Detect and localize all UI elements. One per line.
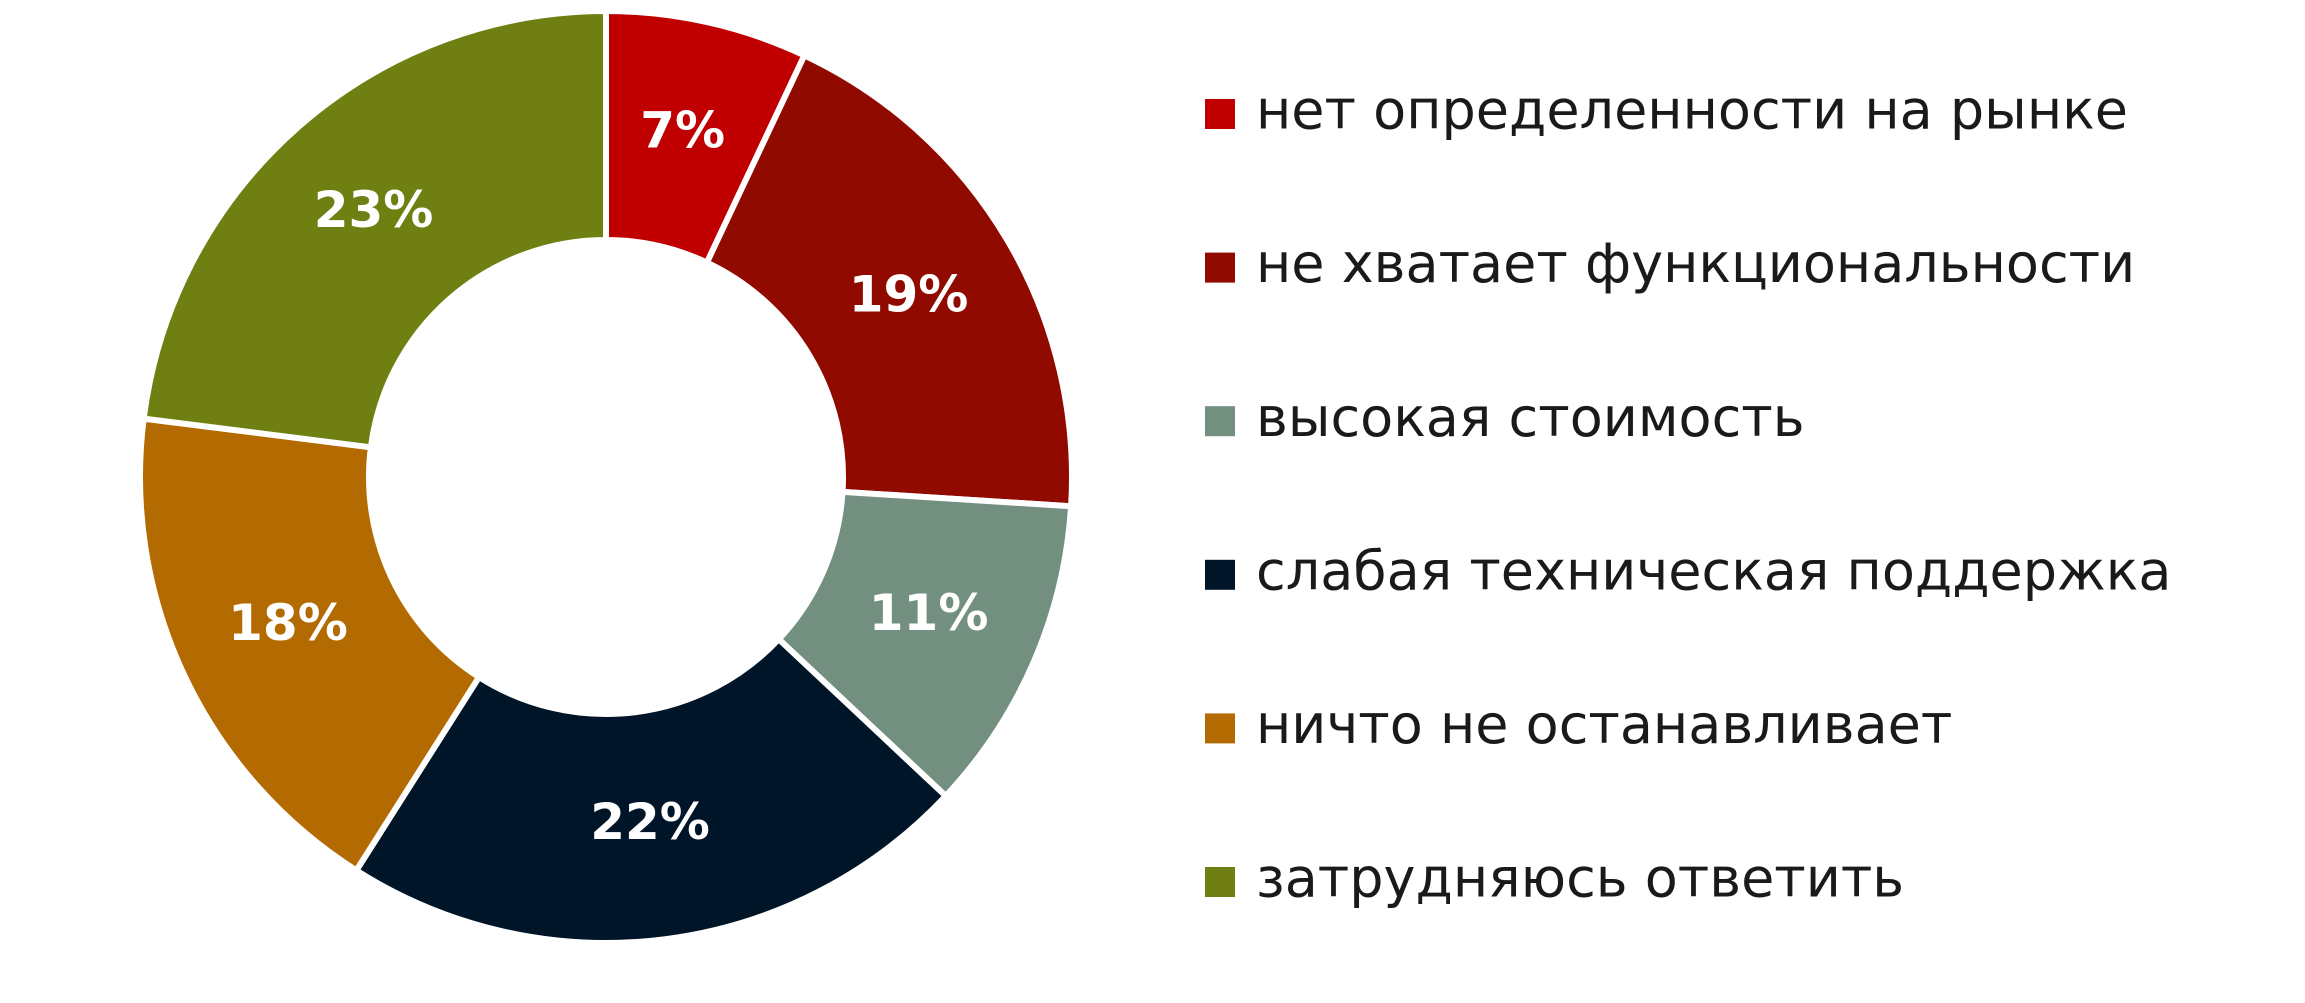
legend-label: нет определенности на рынке [1256, 79, 2128, 142]
legend-swatch [1205, 713, 1235, 744]
legend-swatch [1205, 252, 1235, 283]
legend-label: ничто не останавливает [1256, 693, 1952, 756]
legend-swatch [1205, 867, 1235, 897]
legend-label: не хватает функциональности [1256, 232, 2135, 295]
legend-label: затрудняюсь ответить [1256, 847, 1904, 910]
legend-swatch [1205, 559, 1235, 590]
legend-label: слабая техническая поддержка [1256, 539, 2171, 602]
donut-slice [774, 488, 1075, 801]
donut-slice [137, 415, 484, 875]
data-label: 19% [849, 266, 969, 324]
data-label: 22% [590, 793, 710, 851]
donut-slice [352, 634, 950, 946]
legend-swatch [1205, 99, 1235, 129]
donut-slice [140, 7, 609, 451]
donut-slice [702, 51, 1075, 510]
legend-swatch [1205, 406, 1235, 437]
data-label: 7% [640, 101, 725, 159]
data-label: 23% [314, 181, 434, 239]
legend-label: высокая стоимость [1256, 386, 1805, 449]
data-label: 11% [869, 584, 989, 642]
data-label: 18% [228, 594, 348, 652]
